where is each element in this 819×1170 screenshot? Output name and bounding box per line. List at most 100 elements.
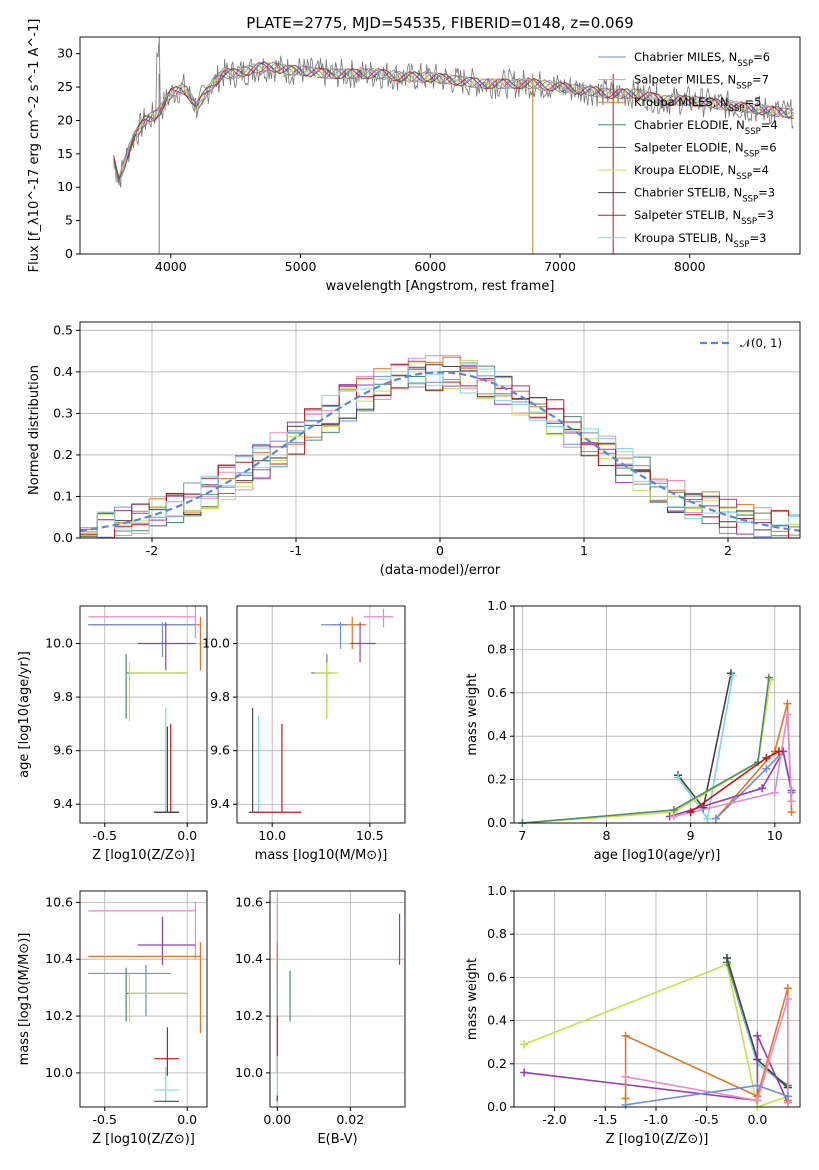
y-tick-label: 10.0 bbox=[202, 636, 230, 651]
weight-marker bbox=[783, 710, 792, 719]
weight-marker bbox=[686, 808, 695, 817]
weight-marker bbox=[753, 1081, 762, 1090]
y-tick-label: 9.4 bbox=[210, 796, 230, 811]
y-tick-label: 0 bbox=[65, 246, 73, 261]
weight-marker bbox=[758, 784, 767, 793]
weight-marker bbox=[762, 753, 771, 762]
model-line bbox=[113, 62, 794, 184]
y-axis-label: Normed distribution bbox=[27, 365, 42, 495]
y-axis-label: mass weight bbox=[465, 673, 480, 755]
x-axis-label: E(B-V) bbox=[317, 1132, 357, 1147]
legend-subscript: SSP bbox=[745, 127, 761, 137]
y-tick-label: 0.3 bbox=[53, 405, 73, 420]
age_vs_mass-axes bbox=[233, 606, 405, 827]
mass_vs_Z-axes bbox=[76, 891, 207, 1111]
x-tick-label: -1.5 bbox=[593, 1112, 617, 1127]
weight-marker bbox=[783, 1092, 792, 1101]
y-axis-label: mass [log10(M/M⊙)] bbox=[17, 933, 32, 1066]
model-line bbox=[113, 63, 794, 186]
y-tick-label: 10.2 bbox=[235, 1008, 263, 1023]
x-tick-label: 2 bbox=[724, 543, 732, 558]
weight-line bbox=[522, 677, 770, 824]
weight-line bbox=[522, 679, 772, 824]
x-tick-label: 4000 bbox=[155, 259, 187, 274]
x-tick-label: 0 bbox=[436, 543, 444, 558]
weight-marker bbox=[753, 1031, 762, 1040]
x-tick-label: -0.5 bbox=[93, 828, 117, 843]
y-tick-label: 9.6 bbox=[210, 743, 230, 758]
weight-marker bbox=[711, 814, 720, 823]
x-tick-label: 0.02 bbox=[336, 1112, 364, 1127]
y-tick-label: 0.6 bbox=[487, 969, 507, 984]
axes-frame bbox=[79, 605, 208, 824]
axes-frame bbox=[236, 605, 406, 824]
y-tick-label: 0.4 bbox=[487, 1013, 507, 1028]
axes-frame bbox=[269, 890, 406, 1108]
x-tick-label: -0.5 bbox=[93, 1112, 117, 1127]
y-tick-label: 10 bbox=[57, 179, 73, 194]
x-axis-label: (data-model)/error bbox=[380, 563, 501, 578]
weight-marker bbox=[520, 1040, 529, 1049]
gaussian-curve bbox=[79, 371, 801, 532]
x-tick-label: 10 bbox=[767, 828, 783, 843]
x-tick-label: 0.0 bbox=[177, 1112, 197, 1127]
weight-marker bbox=[728, 671, 737, 680]
y-tick-label: 9.8 bbox=[210, 689, 230, 704]
x-tick-label: 6000 bbox=[414, 259, 446, 274]
x-tick-label: 7 bbox=[518, 828, 526, 843]
y-axis-label: mass weight bbox=[465, 958, 480, 1040]
y-axis-label: age [log10(age/yr)] bbox=[17, 651, 32, 778]
y-tick-label: 0.6 bbox=[487, 685, 507, 700]
chart-title: PLATE=2775, MJD=54535, FIBERID=0148, z=0… bbox=[246, 14, 633, 32]
y-tick-label: 30 bbox=[57, 46, 73, 61]
y-tick-label: 0.1 bbox=[53, 488, 73, 503]
axes-frame bbox=[513, 605, 801, 824]
x-tick-label: 8 bbox=[603, 828, 611, 843]
x-axis-label: Z [log10(Z/Z⊙)] bbox=[92, 1132, 195, 1147]
weight-marker bbox=[787, 808, 796, 817]
y-tick-label: 1.0 bbox=[487, 598, 507, 613]
weight-line bbox=[625, 998, 789, 1103]
x-tick-label: -0.5 bbox=[694, 1112, 718, 1127]
y-tick-label: 0.0 bbox=[487, 815, 507, 830]
weight-marker bbox=[753, 1096, 762, 1105]
spectrum-axes bbox=[76, 53, 691, 258]
x-tick-label: 1 bbox=[580, 543, 588, 558]
x-tick-label: 5000 bbox=[285, 259, 317, 274]
model-line bbox=[113, 61, 794, 186]
x-tick-label: 0.0 bbox=[747, 1112, 767, 1127]
y-tick-label: 10.6 bbox=[235, 894, 263, 909]
y-tick-label: 0.4 bbox=[487, 728, 507, 743]
model-line bbox=[113, 61, 794, 179]
weight-marker bbox=[764, 673, 773, 682]
x-axis-label: Z [log10(Z/Z⊙)] bbox=[606, 1132, 709, 1147]
x-tick-label: 0.00 bbox=[263, 1112, 291, 1127]
model-line bbox=[113, 63, 794, 187]
y-axis-label: Flux [f_λ10^-17 erg cm^-2 s^-1 A^-1] bbox=[27, 19, 42, 273]
y-tick-label: 9.8 bbox=[53, 689, 73, 704]
y-tick-label: 0.0 bbox=[487, 1099, 507, 1114]
x-tick-label: 10.0 bbox=[258, 828, 286, 843]
legend-subscript: SSP bbox=[736, 82, 752, 92]
axes-frame bbox=[79, 321, 801, 539]
observed-spectrum bbox=[113, 36, 794, 188]
y-tick-label: 5 bbox=[65, 213, 73, 228]
weight-line bbox=[523, 963, 789, 1109]
x-tick-label: 8000 bbox=[674, 259, 706, 274]
y-tick-label: 0.2 bbox=[487, 1056, 507, 1071]
weight-marker bbox=[762, 764, 771, 773]
model-line bbox=[113, 61, 794, 180]
weight-line bbox=[673, 714, 793, 818]
weight-marker bbox=[783, 699, 792, 708]
x-tick-label: -1.0 bbox=[644, 1112, 668, 1127]
y-tick-label: 1.0 bbox=[487, 883, 507, 898]
y-tick-label: 10.0 bbox=[45, 636, 73, 651]
x-tick-label: 7000 bbox=[544, 259, 576, 274]
y-tick-label: 10.4 bbox=[45, 951, 73, 966]
weight-marker bbox=[621, 1072, 630, 1081]
residual-histogram bbox=[80, 365, 800, 539]
weight-marker bbox=[621, 1100, 630, 1109]
weight-marker bbox=[674, 773, 683, 782]
x-tick-label: 10.5 bbox=[356, 828, 384, 843]
